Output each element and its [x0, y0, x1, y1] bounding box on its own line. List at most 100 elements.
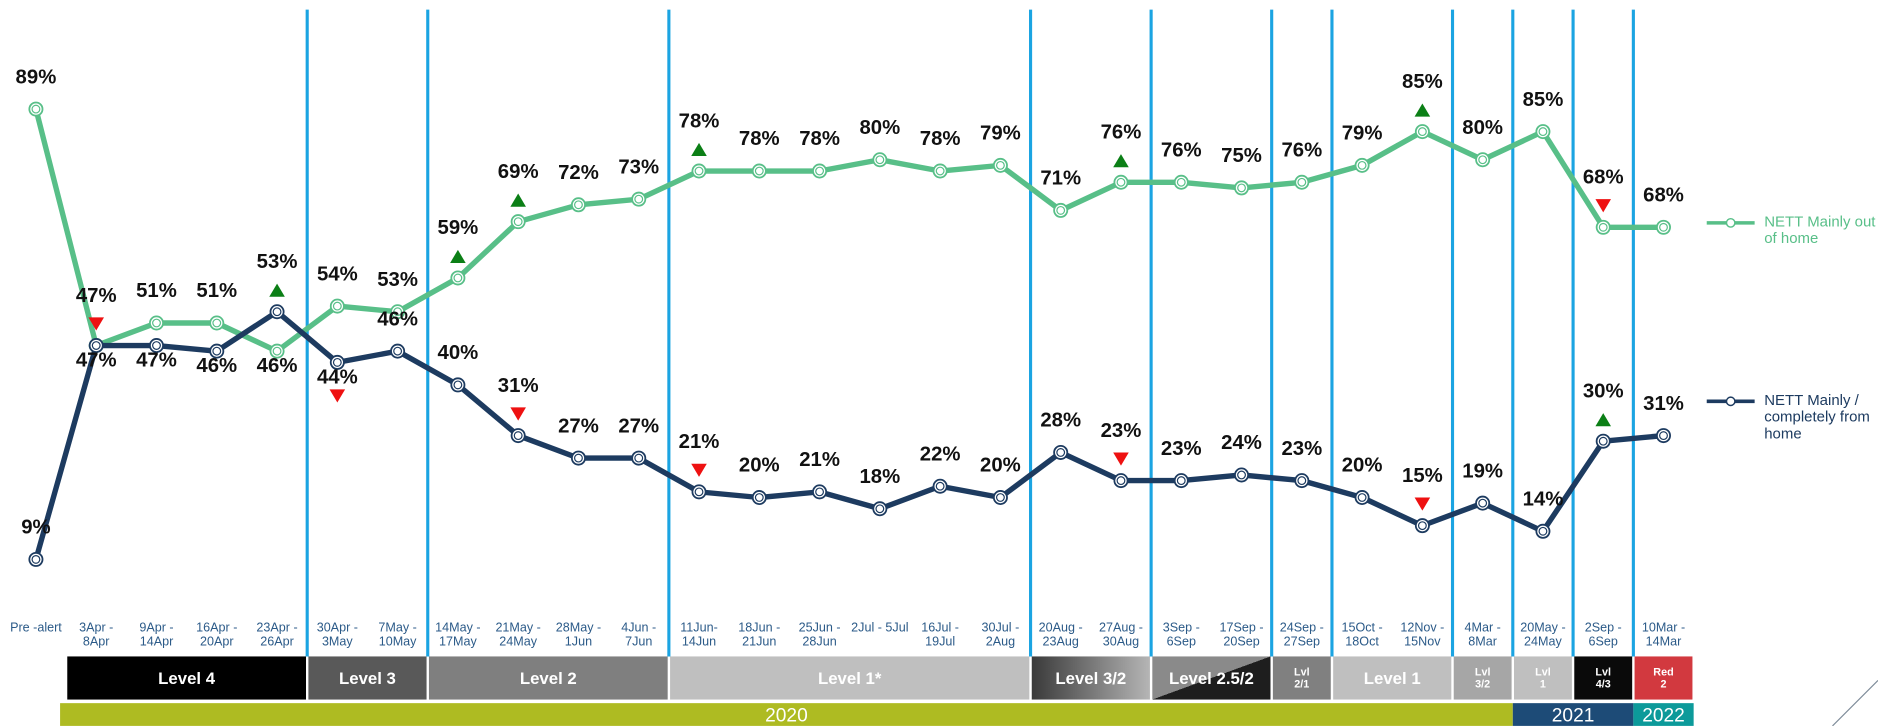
x-tick-label: 4Jun - 7Jun [621, 620, 657, 650]
change-marker [510, 193, 526, 207]
level-label-box: Level 2 [520, 668, 577, 687]
value-label: 47% [76, 285, 117, 307]
x-tick-label-box: 12Nov - 15Nov [1400, 621, 1444, 650]
x-tick-label-box: 16Apr - 20Apr [196, 621, 237, 650]
point-marker-core [31, 554, 41, 564]
x-tick-label: 17Sep - 20Sep [1219, 620, 1264, 650]
value-label: 15% [1402, 465, 1443, 487]
point-marker [510, 214, 526, 230]
level-label: Level 3 [339, 668, 396, 688]
point-marker [812, 484, 828, 500]
value-label: 54% [317, 263, 358, 285]
x-tick-label: 2Sep - 6Sep [1584, 620, 1622, 650]
x-tick-label: 27Aug - 30Aug [1098, 620, 1144, 650]
point-marker [691, 163, 707, 179]
value-label: 44% [317, 366, 358, 388]
x-tick-label-box: 14May - 17May [435, 621, 480, 650]
x-tick-label-box: 27Aug - 30Aug [1098, 620, 1144, 650]
point-marker-core [152, 341, 161, 350]
x-tick-label: 20Aug - 23Aug [1038, 620, 1083, 650]
value-label: 40% [438, 342, 479, 364]
x-tick-label-box: 15Oct - 18Oct [1341, 621, 1382, 650]
point-marker [812, 163, 828, 179]
value-label: 23% [1161, 438, 1202, 460]
level-box [308, 656, 427, 700]
point-marker [1475, 495, 1491, 511]
level-label: Level 1 [1363, 668, 1421, 688]
point-marker-core [634, 194, 644, 204]
point-marker [1173, 473, 1189, 489]
x-tick-label-box: 28May - 1Jun [556, 621, 601, 650]
point-marker-core [574, 453, 583, 463]
level-box [1634, 656, 1693, 700]
point-marker-core [1176, 177, 1186, 187]
change-marker [269, 283, 285, 297]
point-marker [1535, 523, 1551, 539]
point-marker [691, 484, 707, 500]
value-label: 20% [739, 455, 780, 477]
value-label: 31% [1643, 393, 1684, 415]
point-marker [1354, 490, 1370, 505]
point-marker-core [875, 155, 885, 165]
point-marker-core [1538, 526, 1548, 536]
point-marker [631, 450, 647, 466]
point-marker [1475, 152, 1491, 168]
point-marker [932, 478, 948, 494]
level-label: Level 3/2 [1055, 668, 1127, 688]
x-tick-label-box: 20May - 24May [1520, 621, 1565, 650]
point-marker [1656, 428, 1671, 444]
value-label: 31% [498, 375, 539, 397]
point-marker [1113, 473, 1129, 489]
level-label: Lvl 2/1 [1273, 656, 1331, 699]
level-box [428, 656, 668, 700]
level-label: Level 1* [817, 668, 882, 688]
point-marker [992, 490, 1008, 505]
value-label: 76% [1161, 140, 1202, 162]
x-tick-label-box: 11Jun- 14Jun [680, 621, 718, 650]
value-label: 22% [920, 443, 961, 465]
x-tick-label: 24Sep - 27Sep [1279, 620, 1324, 650]
x-tick-label-box: 23Apr - 26Apr [256, 621, 297, 650]
point-marker [1354, 157, 1370, 173]
level-box [1574, 656, 1633, 700]
value-label: 78% [799, 128, 840, 150]
x-tick-label-box: 10Mar - 14Mar [1642, 621, 1685, 650]
level-label-box: Red 2 [1653, 666, 1674, 690]
point-marker [88, 338, 104, 353]
level-label-box: Level 4 [158, 668, 215, 687]
level-label-box: Level 3/2 [1055, 668, 1127, 688]
value-label: 71% [1040, 168, 1081, 190]
value-label: 68% [1643, 185, 1684, 207]
change-marker [1595, 199, 1612, 213]
value-label: 51% [136, 280, 177, 302]
point-marker-core [1598, 436, 1608, 446]
point-marker-core [1478, 155, 1488, 165]
x-tick-label-box: 9Apr - 14Apr [139, 621, 173, 650]
point-marker [1053, 202, 1069, 218]
value-label: 79% [980, 123, 1021, 145]
point-marker-core [212, 318, 222, 328]
point-marker-core [1176, 476, 1186, 486]
year-label: 2022 [1642, 705, 1685, 726]
change-marker [691, 142, 707, 157]
change-marker [1595, 413, 1612, 427]
value-label: 14% [1523, 489, 1564, 511]
level-box [67, 656, 306, 700]
value-label: 53% [377, 269, 418, 291]
point-marker-core [513, 431, 523, 441]
point-marker-core [1659, 431, 1668, 441]
level-label-text: Red 2 [1653, 666, 1674, 690]
level-label: Lvl 4/3 [1574, 656, 1632, 699]
point-marker-core [1417, 521, 1427, 531]
level-label-text: Lvl 2/1 [1294, 666, 1310, 690]
legend-label: NETT Mainly / completely from home [1764, 391, 1870, 443]
value-label: 80% [859, 117, 900, 139]
point-marker-core [152, 318, 161, 328]
legend-marker [1725, 217, 1736, 228]
point-marker [329, 354, 345, 370]
point-marker [1294, 174, 1310, 190]
point-marker-core [453, 273, 463, 283]
value-label: 23% [1101, 420, 1142, 442]
x-tick-label: 4Mar - 8Mar [1464, 620, 1501, 650]
change-marker [1113, 452, 1129, 466]
